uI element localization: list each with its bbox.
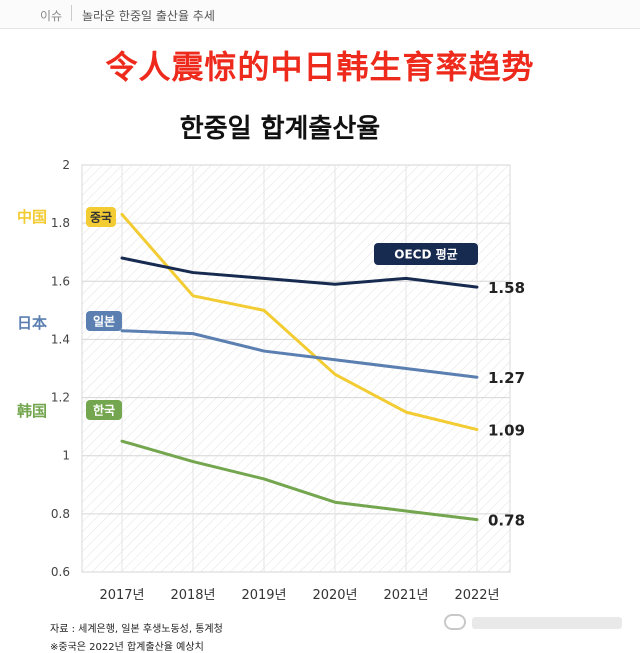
end-label-korea: 0.78	[488, 512, 525, 530]
series-tag-bg	[86, 207, 116, 227]
blurred-account-name	[472, 617, 622, 629]
y-tick-label: 0.8	[51, 507, 70, 521]
y-tick-label: 1.2	[51, 391, 70, 405]
series-tag-label: 한국	[93, 403, 115, 418]
series-tag-label: OECD 평균	[394, 248, 457, 262]
series-tag-bg	[374, 243, 478, 265]
series-tag-bg	[86, 400, 122, 420]
issue-title[interactable]: 놀라운 한중일 출산율 추세	[82, 9, 215, 23]
x-tick-label: 2017년	[99, 588, 144, 603]
series-line-china	[120, 212, 479, 432]
x-tick-label: 2020년	[312, 588, 357, 603]
y-tick-label: 0.6	[51, 565, 70, 579]
y-tick-label: 2	[62, 158, 70, 172]
series-lines	[120, 212, 479, 522]
series-line-korea	[120, 439, 479, 522]
y-tick-label: 1.4	[51, 332, 70, 346]
source-note: 자료 : 세계은행, 일본 후생노동성, 통계청	[50, 624, 223, 635]
x-axis-ticks: 2017년 2018년 2019년 2020년 2021년 2022년	[99, 588, 499, 603]
end-label-oecd: 1.58	[488, 279, 525, 297]
end-value-labels: 1.09 1.27 0.78 1.58	[488, 279, 525, 530]
y-axis-ticks: 2 1.8 1.6 1.4 1.2 1 0.8 0.6	[51, 158, 70, 579]
footnote: ※중국은 2022년 합계출산율 예상치	[50, 642, 204, 653]
chart-title: 한중일 합계출산율	[179, 114, 381, 144]
y-tick-label: 1	[62, 449, 70, 463]
watermark	[444, 612, 624, 634]
top-bar: 이슈 놀라운 한중일 출산율 추세	[0, 0, 640, 29]
side-label-japan: 日本	[17, 314, 47, 332]
y-tick-label: 1.6	[51, 274, 70, 288]
series-tag-china: 중국	[86, 207, 116, 227]
series-tag-bg	[86, 311, 122, 331]
x-tick-label: 2018년	[170, 588, 215, 603]
series-tag-label: 중국	[90, 211, 112, 225]
divider	[71, 5, 72, 21]
series-tag-oecd: OECD 평균	[374, 243, 478, 265]
plot-area	[81, 164, 511, 573]
side-label-korea: 韩国	[17, 402, 47, 420]
series-line-japan	[120, 329, 479, 379]
x-tick-label: 2021년	[383, 588, 428, 603]
series-line-oecd	[120, 256, 479, 289]
breadcrumb[interactable]: 이슈	[40, 9, 63, 23]
y-tick-label: 1.8	[51, 216, 70, 230]
series-tag-korea: 한국	[86, 400, 122, 420]
end-label-china: 1.09	[488, 422, 525, 440]
wechat-icon	[444, 614, 466, 630]
side-label-china: 中国	[17, 208, 47, 226]
series-tag-japan: 일본	[86, 311, 122, 331]
x-tick-label: 2019년	[241, 588, 286, 603]
banner-title: 令人震惊的中日韩生育率趋势	[105, 48, 535, 86]
x-tick-label: 2022년	[454, 588, 499, 603]
end-label-japan: 1.27	[488, 369, 525, 387]
series-tag-label: 일본	[93, 315, 115, 329]
